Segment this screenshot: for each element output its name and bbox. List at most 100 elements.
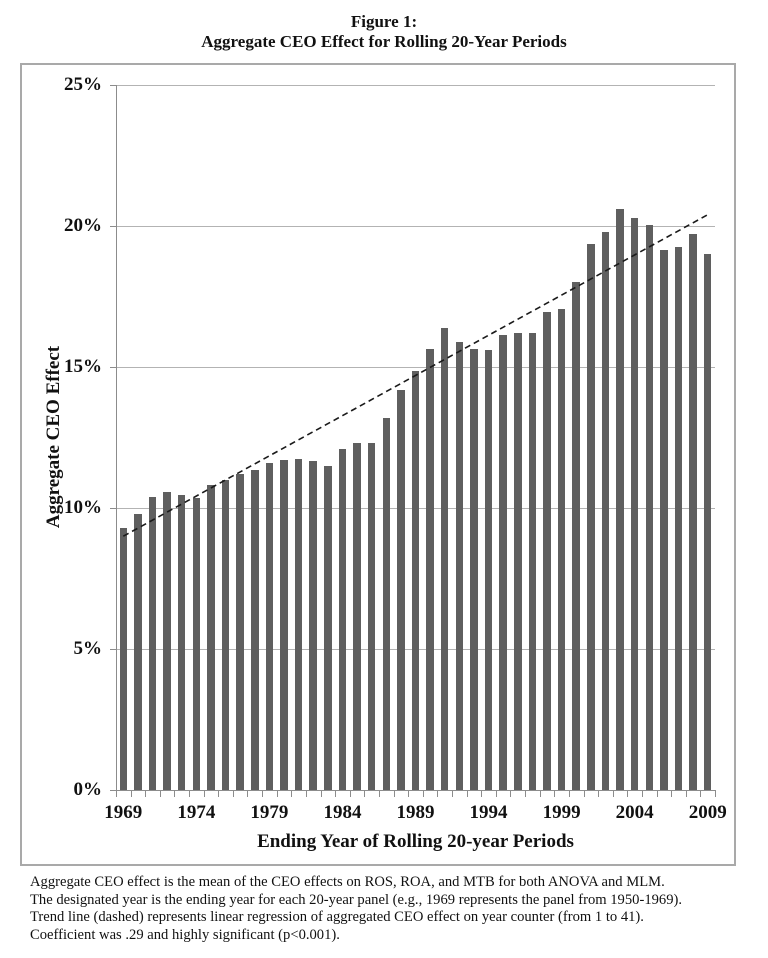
x-axis-title: Ending Year of Rolling 20-year Periods [257,831,574,852]
figure-title: Figure 1: Aggregate CEO Effect for Rolli… [0,12,768,52]
x-tick-mark [130,790,132,797]
x-tick-mark [189,790,191,797]
x-tick-mark [641,790,643,797]
y-tick-mark [110,790,116,791]
bar-1995 [499,334,507,790]
y-tick-label: 20% [64,215,102,236]
footnote-line: Trend line (dashed) represents linear re… [30,909,644,926]
x-tick-label-2009: 2009 [688,802,727,823]
y-tick-mark [110,508,116,509]
x-tick-label-1999: 1999 [542,802,581,823]
x-tick-mark [437,790,439,797]
x-axis-line [110,790,715,791]
x-tick-mark [159,790,161,797]
x-tick-label-1974: 1974 [177,802,216,823]
gridline-20pct [116,226,715,227]
figure-title-line1: Figure 1: [350,12,418,31]
y-tick-mark [110,367,116,368]
x-tick-mark [685,790,687,797]
bar-1988 [397,389,405,790]
x-tick-mark [247,790,249,797]
x-tick-mark [291,790,293,797]
bar-1980 [280,460,288,790]
bar-2002 [601,231,610,790]
bar-1984 [338,448,347,790]
bar-1979 [265,462,274,790]
bar-1976 [221,479,230,790]
x-tick-mark [145,790,147,797]
footnote-line: Coefficient was .29 and highly significa… [30,926,340,943]
bar-1983 [324,465,332,790]
x-tick-mark [262,790,264,797]
y-tick-mark [110,226,116,227]
bar-2009 [703,254,712,790]
bar-2001 [587,244,595,790]
x-tick-mark [276,790,278,797]
x-tick-mark [422,790,424,797]
chart-border-frame [20,63,736,866]
bar-1994 [484,350,493,790]
x-tick-mark [568,790,570,797]
x-tick-mark [554,790,556,797]
x-tick-mark [335,790,337,797]
bar-1971 [148,496,157,790]
bar-1993 [470,348,478,790]
bar-2003 [616,209,624,790]
x-tick-label-1979: 1979 [250,802,289,823]
bar-1985 [353,443,361,790]
x-tick-mark [408,790,410,797]
bar-1998 [543,312,551,790]
y-axis-line [116,85,117,797]
bar-1978 [251,469,259,790]
bar-1992 [455,341,464,790]
x-tick-mark [656,790,658,797]
x-tick-mark [510,790,512,797]
bar-1999 [557,309,566,790]
bar-1986 [367,443,376,790]
x-tick-mark [305,790,307,797]
x-tick-mark [393,790,395,797]
x-tick-label-1989: 1989 [396,802,435,823]
footnote-line: The designated year is the ending year f… [30,891,683,908]
bar-1973 [177,495,186,790]
y-tick-label: 15% [64,356,102,377]
x-tick-mark [116,790,117,797]
bar-1970 [134,513,142,790]
x-tick-mark [583,790,585,797]
bar-1972 [163,492,171,790]
x-tick-mark [481,790,483,797]
x-tick-label-2004: 2004 [615,802,654,823]
x-tick-mark [320,790,322,797]
bar-2007 [674,247,683,790]
bar-1981 [294,458,303,790]
x-tick-mark [715,790,716,797]
bar-1991 [440,327,449,790]
bar-2005 [645,224,653,790]
y-tick-mark [110,649,116,650]
bar-2004 [630,217,639,790]
x-tick-mark [452,790,454,797]
x-tick-mark [700,790,702,797]
bar-1989 [411,371,420,790]
y-tick-label: 0% [73,779,103,800]
x-tick-mark [612,790,614,797]
x-tick-mark [598,790,600,797]
bar-2008 [689,234,697,790]
x-tick-mark [466,790,468,797]
x-tick-mark [349,790,351,797]
bar-1996 [514,333,522,790]
x-tick-mark [364,790,366,797]
x-tick-label-1984: 1984 [323,802,362,823]
x-tick-label-1994: 1994 [469,802,508,823]
bar-1969 [119,527,128,790]
bar-1997 [528,333,537,790]
x-tick-label-1969: 1969 [104,802,143,823]
x-tick-mark [671,790,673,797]
bar-1987 [382,417,391,790]
x-tick-mark [218,790,220,797]
bar-1975 [207,485,215,790]
bar-2006 [660,249,668,790]
y-axis-title: Aggregate CEO Effect [43,345,64,529]
x-tick-mark [174,790,176,797]
figure-title-line2: Aggregate CEO Effect for Rolling 20-Year… [201,32,567,51]
